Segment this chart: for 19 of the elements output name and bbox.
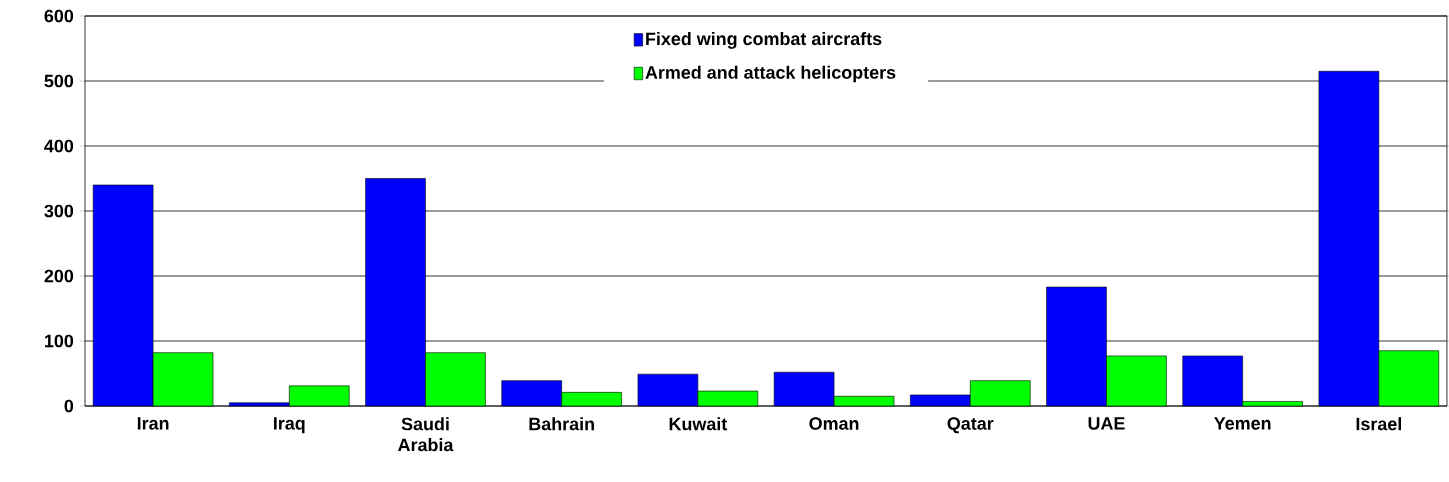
y-tick-label: 100 [45,334,74,348]
y-tick-label: 400 [44,139,74,153]
x-tick-label: Qatar [947,417,994,434]
x-tick-label: Kuwait [669,417,728,431]
x-tick-label: Saudi Arabia [398,417,454,452]
x-tick-label: UAE [1088,417,1125,430]
x-tick-label: Israel [1356,417,1402,431]
x-tick-label: Bahrain [529,417,594,431]
x-tick-label: Iran [137,417,169,430]
y-tick-label: 300 [44,204,74,218]
y-tick-label: 0 [64,399,74,413]
y-tick-label: 500 [44,74,74,88]
y-tick-label: 600 [44,9,74,23]
x-tick-label: Yemen [1214,417,1271,430]
y-tick-label: 200 [44,269,74,283]
legend-label: Fixed wing combat aircrafts [646,31,882,49]
x-tick-label: Iraq [274,417,305,434]
legend-label: Armed and attack helicopters [645,65,896,83]
x-tick-label: Oman [809,417,859,430]
